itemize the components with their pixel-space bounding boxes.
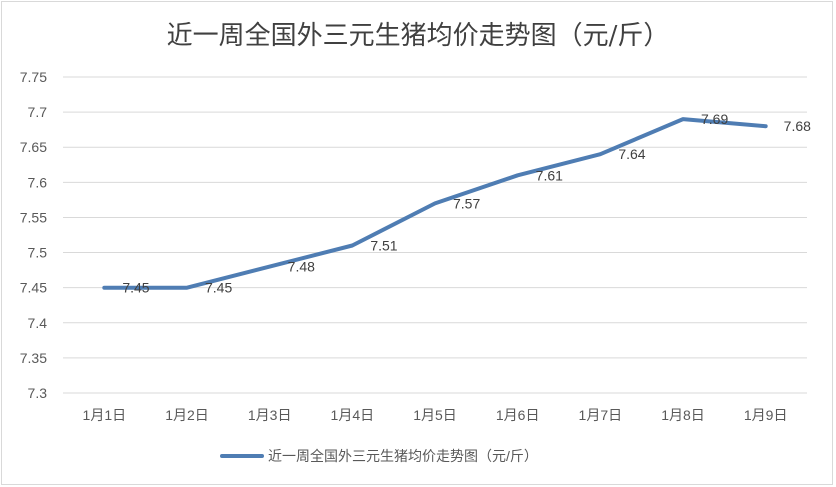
x-tick-label: 1月1日 (83, 407, 127, 423)
data-label: 7.64 (618, 146, 645, 162)
data-label: 7.45 (205, 280, 232, 296)
x-tick-label: 1月5日 (413, 407, 457, 423)
x-tick-label: 1月3日 (248, 407, 292, 423)
y-axis-tick-labels: 7.3 7.35 7.4 7.45 7.5 7.55 7.6 7.65 7.7 7.75 (20, 69, 47, 401)
series-line (102, 117, 768, 290)
x-axis-tick-labels: 1月1日 1月2日 1月3日 1月4日 1月5日 1月6日 1月7日 1月8日 1月9日 (83, 407, 788, 423)
data-label: 7.45 (122, 280, 149, 296)
data-label: 7.69 (701, 111, 728, 127)
legend: 近一周全国外三元生猪均价走势图（元/斤） (220, 448, 538, 464)
y-tick-label: 7.75 (20, 69, 47, 85)
y-tick-label: 7.3 (28, 385, 48, 401)
data-labels: 7.45 7.45 7.48 7.51 7.57 7.61 7.64 7.69 7.68 (122, 111, 811, 296)
y-tick-label: 7.45 (20, 280, 47, 296)
x-tick-label: 1月4日 (331, 407, 375, 423)
data-label: 7.48 (288, 259, 315, 275)
x-tick-label: 1月6日 (496, 407, 540, 423)
x-tick-label: 1月7日 (579, 407, 623, 423)
data-label: 7.57 (453, 195, 480, 211)
y-tick-label: 7.65 (20, 139, 47, 155)
y-tick-label: 7.6 (28, 174, 48, 190)
gridlines (63, 76, 807, 394)
data-label: 7.51 (370, 238, 397, 254)
y-tick-label: 7.55 (20, 209, 47, 225)
x-tick-label: 1月9日 (744, 407, 788, 423)
legend-label: 近一周全国外三元生猪均价走势图（元/斤） (268, 448, 538, 464)
x-tick-label: 1月8日 (661, 407, 705, 423)
y-tick-label: 7.7 (28, 104, 48, 120)
y-tick-label: 7.4 (28, 315, 48, 331)
data-label: 7.61 (536, 167, 563, 183)
series-group (102, 117, 768, 290)
x-tick-label: 1月2日 (165, 407, 209, 423)
chart-title: 近一周全国外三元生猪均价走势图（元/斤） (167, 21, 670, 51)
y-tick-label: 7.35 (20, 350, 47, 366)
y-tick-label: 7.5 (28, 245, 48, 261)
data-label: 7.68 (784, 118, 811, 134)
